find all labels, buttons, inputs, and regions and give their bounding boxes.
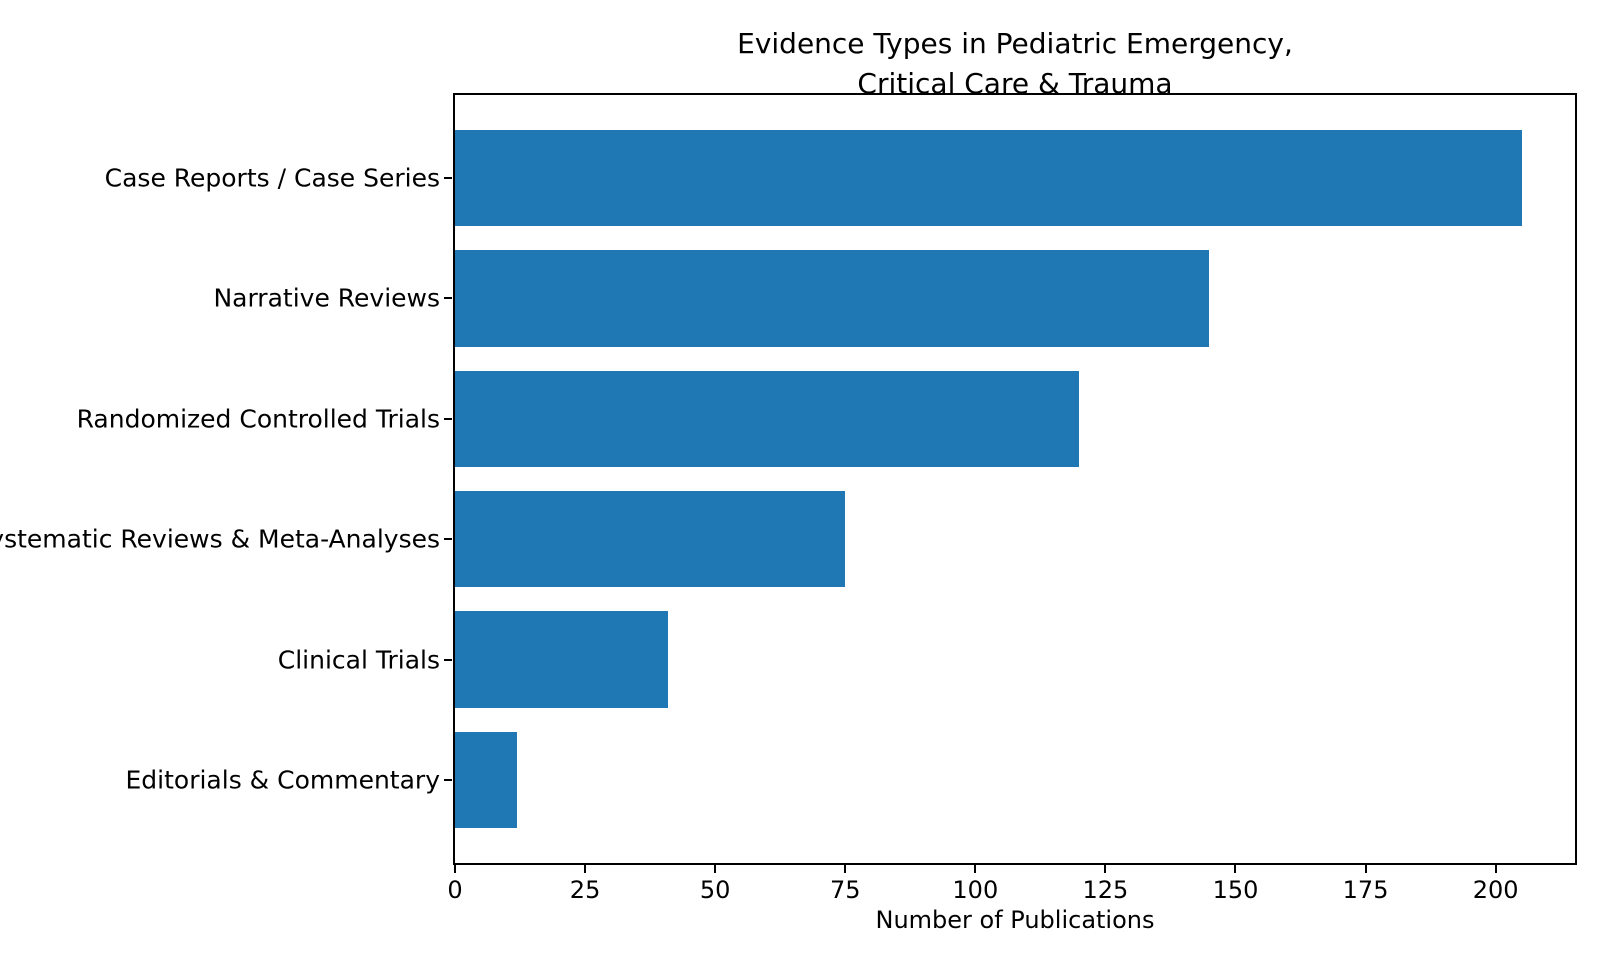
x-tick-label: 200 bbox=[1472, 876, 1519, 904]
y-tick-label: Editorials & Commentary bbox=[125, 765, 441, 795]
x-tick-label: 150 bbox=[1212, 876, 1259, 904]
plot-area bbox=[453, 93, 1577, 865]
x-tick-label: 175 bbox=[1342, 876, 1389, 904]
y-tick-mark bbox=[444, 778, 452, 781]
x-tick-label: 75 bbox=[829, 876, 861, 904]
x-tick-label: 25 bbox=[569, 876, 601, 904]
bar-1 bbox=[455, 250, 1210, 347]
y-tick-mark bbox=[444, 297, 452, 300]
chart-title: Evidence Types in Pediatric Emergency, C… bbox=[737, 27, 1293, 100]
y-tick-label: Narrative Reviews bbox=[213, 283, 440, 313]
x-tick-mark bbox=[1234, 864, 1237, 873]
y-tick-mark bbox=[444, 538, 452, 541]
x-tick-mark bbox=[844, 864, 847, 873]
y-tick-mark bbox=[444, 177, 452, 180]
x-tick-mark bbox=[714, 864, 717, 873]
x-tick-mark bbox=[1364, 864, 1367, 873]
x-tick-label: 100 bbox=[952, 876, 999, 904]
x-tick-label: 125 bbox=[1082, 876, 1129, 904]
bar-3 bbox=[455, 491, 846, 588]
y-tick-label: Randomized Controlled Trials bbox=[76, 404, 440, 434]
x-axis-label: Number of Publications bbox=[875, 906, 1155, 934]
x-tick-mark bbox=[1494, 864, 1497, 873]
x-tick-mark bbox=[1104, 864, 1107, 873]
y-tick-mark bbox=[444, 417, 452, 420]
bar-0 bbox=[455, 129, 1522, 227]
x-tick-label: 50 bbox=[699, 876, 731, 904]
y-tick-mark bbox=[444, 658, 452, 661]
bar-4 bbox=[455, 611, 669, 708]
x-tick-label: 0 bbox=[447, 876, 463, 904]
y-tick-label: Case Reports / Case Series bbox=[104, 163, 440, 193]
bar-5 bbox=[455, 731, 518, 829]
y-tick-label: Clinical Trials bbox=[277, 645, 440, 675]
x-tick-mark bbox=[584, 864, 587, 873]
x-tick-mark bbox=[454, 864, 456, 873]
bar-2 bbox=[455, 370, 1080, 467]
x-tick-mark bbox=[974, 864, 977, 873]
y-tick-label: Systematic Reviews & Meta-Analyses bbox=[0, 524, 440, 554]
